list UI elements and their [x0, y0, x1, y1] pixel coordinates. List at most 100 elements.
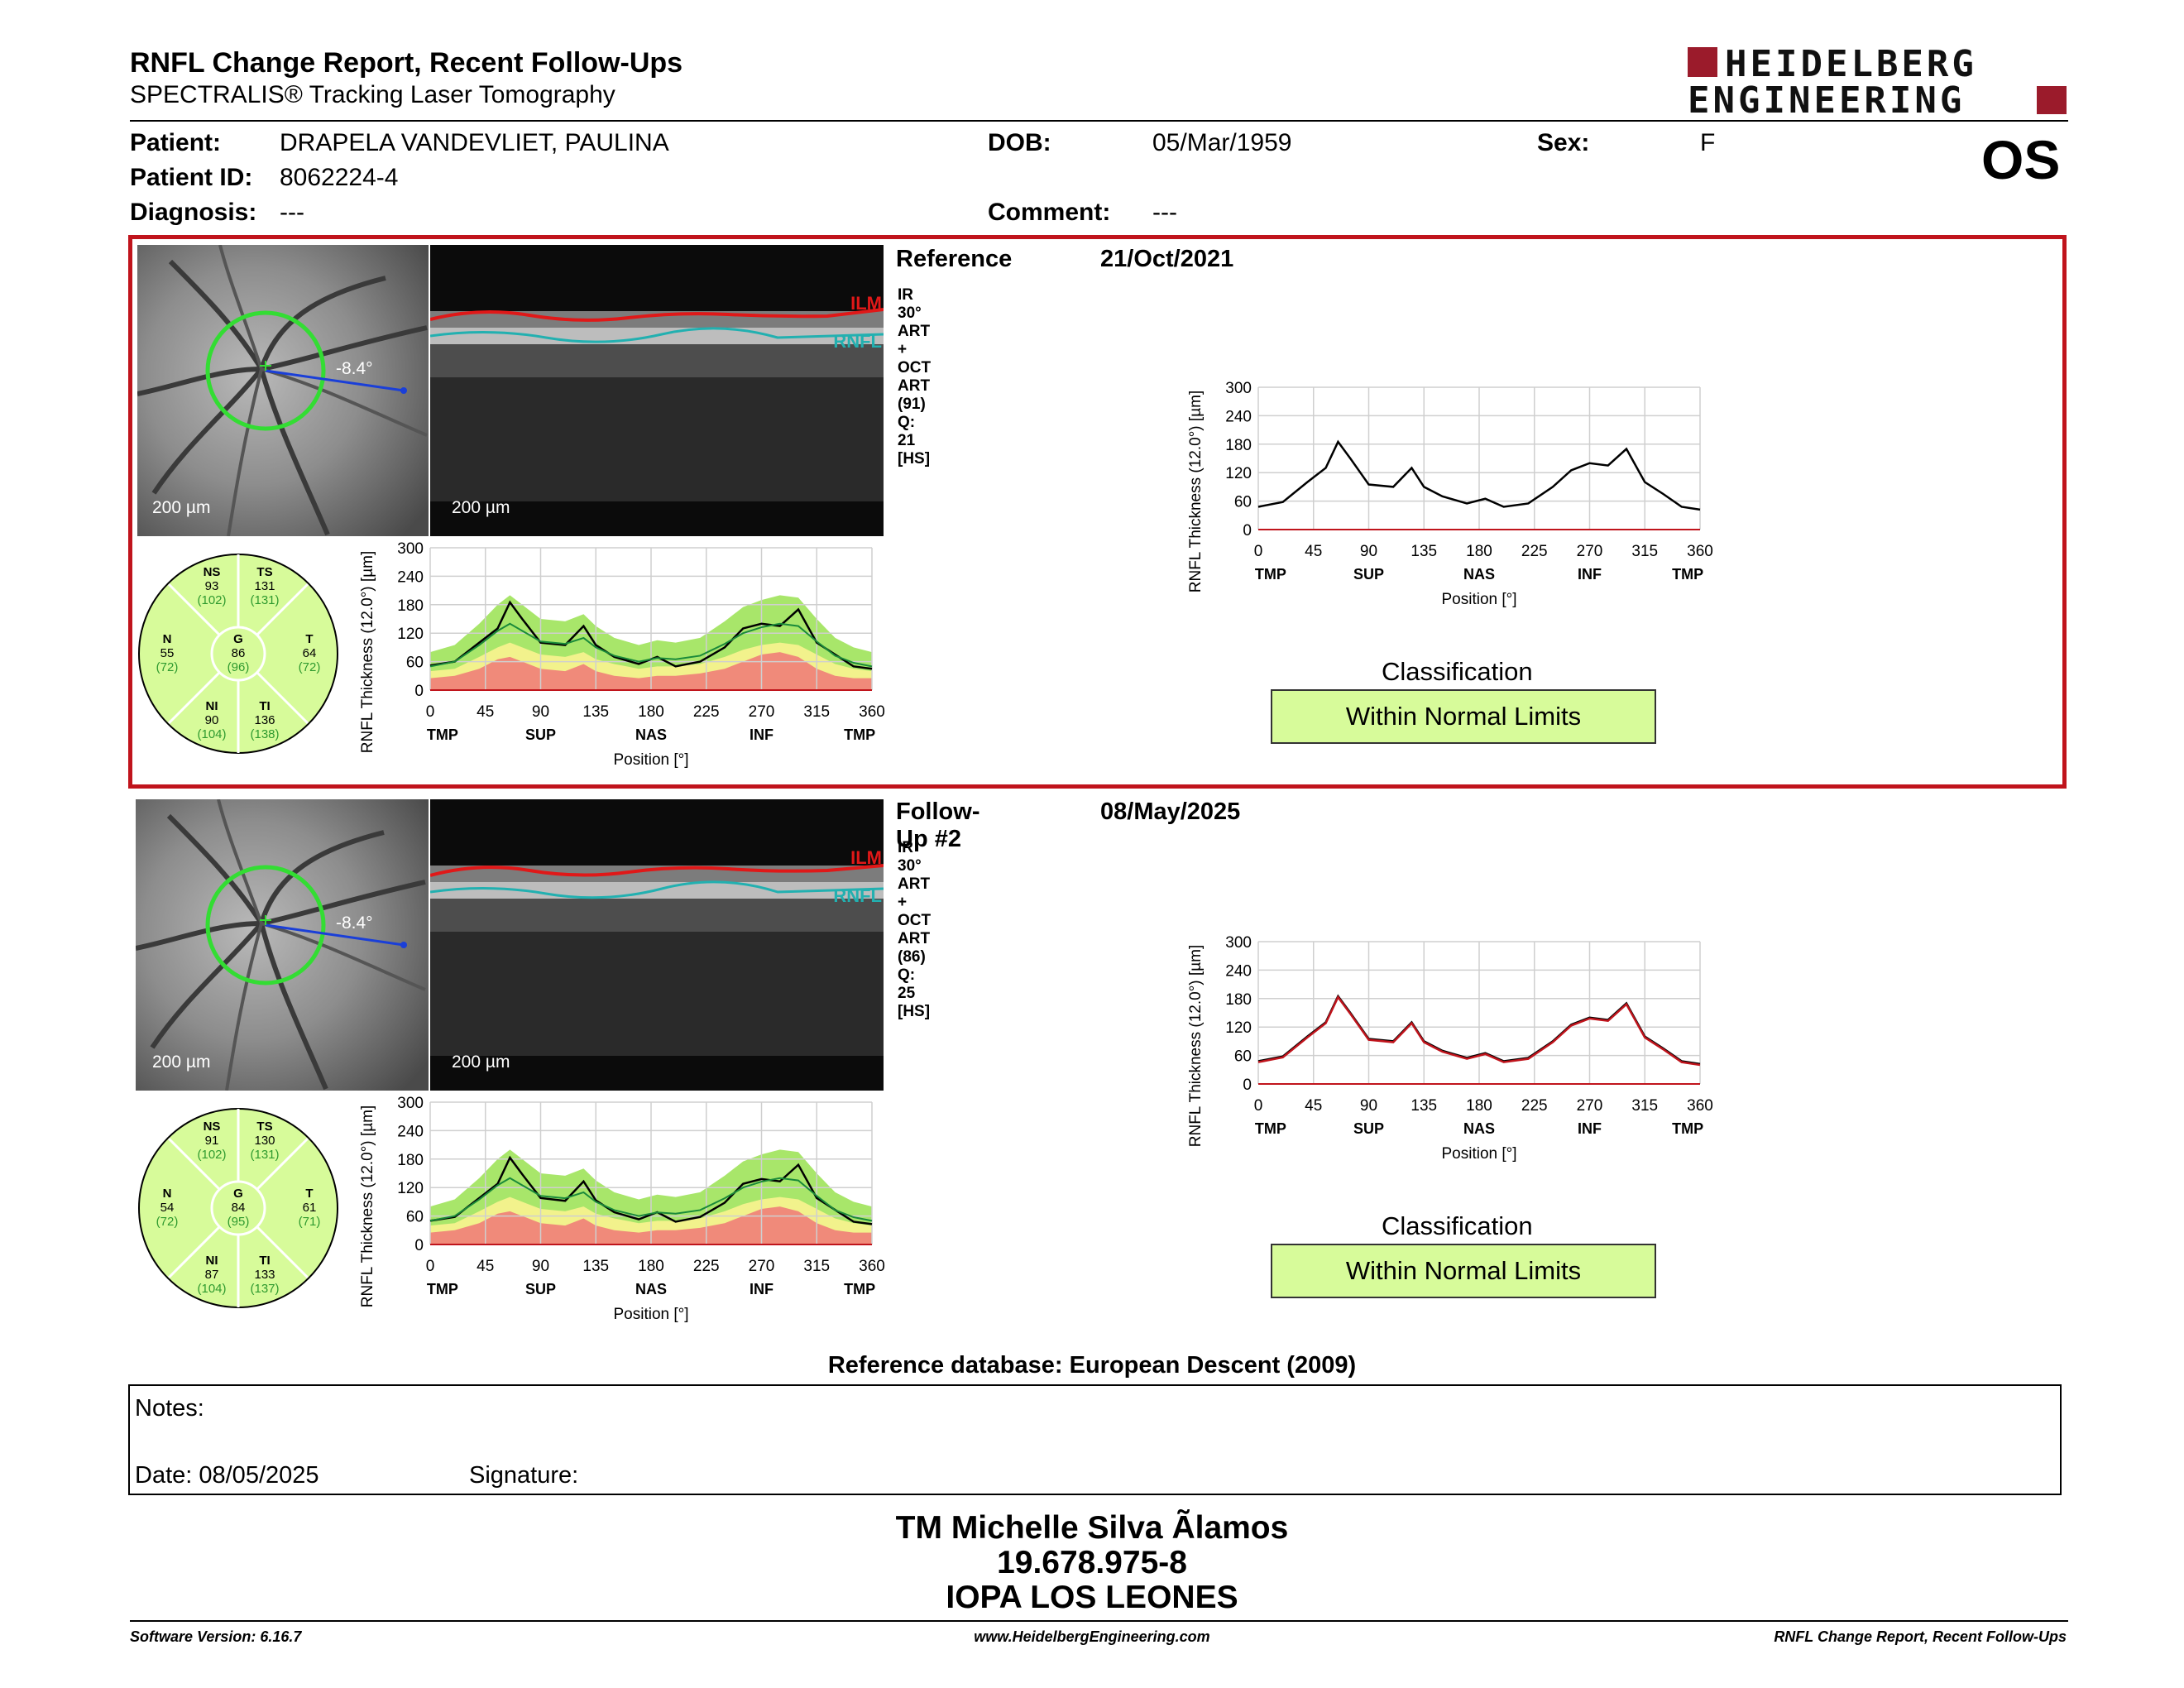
sector-g-value: 86 [231, 646, 246, 660]
rnfl-label: RNFL [833, 331, 882, 352]
x-sector-label: INF [1578, 1120, 1602, 1137]
x-tick-label: 360 [859, 1258, 885, 1275]
y-tick-label: 0 [1243, 522, 1252, 539]
sector-t-value: 64 [302, 646, 317, 660]
y-tick-label: 240 [1225, 962, 1252, 980]
acquisition-info: IR 30° ART + OCT ART (86) Q: 25 [HS] [898, 839, 932, 1020]
dob-label: DOB: [988, 129, 1051, 156]
patient-id: 8062224-4 [280, 164, 399, 191]
y-tick-label: 120 [397, 1180, 424, 1197]
x-sector-label: INF [750, 1281, 774, 1297]
sector-ns: NS 91 (102) [192, 1120, 232, 1162]
x-tick-label: 360 [1687, 543, 1713, 560]
x-sector-label: TMP [1672, 1120, 1703, 1137]
exam-date: 08/May/2025 [1100, 798, 1241, 825]
sector-ti-norm: (137) [250, 1282, 280, 1296]
x-axis-label: Position [°] [613, 751, 688, 769]
x-axis-label: Position [°] [1441, 1145, 1516, 1163]
sector-ns-label: NS [203, 1120, 221, 1134]
y-tick-label: 240 [397, 1123, 424, 1140]
footer-rule [130, 1620, 2068, 1622]
operator-name: TM Michelle Silva Ãlamos [895, 1510, 1289, 1546]
x-tick-label: 135 [1410, 543, 1437, 560]
x-tick-label: 135 [1410, 1097, 1437, 1115]
x-tick-label: 0 [1254, 543, 1263, 560]
report-title: RNFL Change Report, Recent Follow-Ups [130, 47, 683, 79]
sector-ts: TS 130 (131) [245, 1120, 285, 1162]
x-sector-label: INF [1578, 566, 1602, 583]
x-tick-label: 90 [1360, 1097, 1377, 1115]
y-tick-label: 60 [406, 655, 424, 672]
classification-result: Within Normal Limits [1271, 1244, 1656, 1298]
sector-ns-value: 91 [204, 1134, 219, 1148]
x-sector-label: SUP [525, 727, 556, 743]
x-tick-label: 225 [693, 1258, 720, 1275]
sector-t-label: T [305, 632, 314, 646]
website-link[interactable]: www.HeidelbergEngineering.com [974, 1628, 1210, 1645]
oct-bscan-image: ILM RNFL 200 µm [430, 799, 884, 1091]
y-tick-label: 120 [397, 626, 424, 643]
x-tick-label: 270 [1577, 543, 1603, 560]
sector-ni-label: NI [205, 699, 218, 713]
x-tick-label: 360 [1687, 1097, 1713, 1115]
x-tick-label: 135 [582, 703, 609, 721]
fundus-scale-label: 200 µm [152, 498, 211, 517]
reference-database: Reference database: European Descent (20… [827, 1352, 1357, 1379]
x-tick-label: 90 [1360, 543, 1377, 560]
sector-ns-label: NS [203, 565, 221, 579]
sector-t-norm: (72) [298, 660, 321, 674]
sector-ti-norm: (138) [250, 727, 280, 741]
x-tick-label: 45 [477, 1258, 494, 1275]
fundus-image: -8.4° 200 µm [137, 245, 429, 536]
sector-ti-value: 136 [254, 713, 275, 727]
patient-name: DRAPELA VANDEVLIET, PAULINA [280, 129, 669, 156]
sector-ni-norm: (104) [197, 727, 227, 741]
sector-n: N 54 (72) [149, 1187, 185, 1229]
x-tick-label: 270 [749, 1258, 775, 1275]
x-tick-label: 90 [532, 703, 549, 721]
sector-ni-norm: (104) [197, 1282, 227, 1296]
reference-exam-frame [128, 235, 2067, 789]
notes-box[interactable] [128, 1384, 2062, 1495]
rnfl-label: RNFL [833, 885, 882, 906]
y-tick-label: 180 [1225, 991, 1252, 1009]
header-rule [130, 120, 2068, 122]
x-tick-label: 225 [693, 703, 720, 721]
sex-value: F [1700, 129, 1716, 156]
y-tick-label: 60 [1234, 1048, 1252, 1066]
y-tick-label: 240 [397, 568, 424, 586]
sector-g-label: G [233, 1187, 243, 1201]
comment-value: --- [1152, 199, 1177, 226]
followup-normative-plot: 0 60 120 180 240 300 0 45 90 135 180 225 270 315 360 TM… [359, 1095, 885, 1323]
x-tick-label: 360 [859, 703, 885, 721]
sector-ti: TI 133 (137) [245, 1254, 285, 1296]
exam-label: Reference [896, 246, 1013, 272]
operator-id: 19.678.975-8 [997, 1545, 1187, 1580]
sector-ts-label: TS [256, 1120, 273, 1134]
reference-normative-plot: 0 60 120 180 240 300 0 45 90 135 180 225 270 315 360 TM… [359, 540, 885, 769]
y-tick-label: 180 [397, 1152, 424, 1169]
sector-n-value: 55 [160, 646, 175, 660]
x-sector-label: INF [750, 727, 774, 743]
y-tick-label: 300 [1225, 934, 1252, 952]
sector-ts: TS 131 (131) [245, 565, 285, 607]
sector-ns-value: 93 [204, 579, 219, 593]
y-tick-label: 300 [397, 540, 424, 558]
sector-ni-label: NI [205, 1254, 218, 1268]
logo-line-1: HEIDELBERG [1725, 43, 1977, 85]
thickness-line [429, 1155, 873, 1225]
x-tick-label: 180 [638, 703, 664, 721]
x-tick-label: 270 [749, 703, 775, 721]
y-tick-label: 60 [1234, 494, 1252, 511]
x-sector-label: SUP [525, 1281, 556, 1297]
y-tick-label: 60 [406, 1209, 424, 1226]
exam-date: 21/Oct/2021 [1100, 246, 1234, 272]
x-axis-label: Position [°] [1441, 591, 1516, 608]
fundus-image: -8.4° 200 µm [136, 799, 429, 1091]
x-sector-label: TMP [427, 1281, 458, 1297]
operator-institution: IOPA LOS LEONES [946, 1580, 1238, 1615]
sector-wheel [138, 1108, 338, 1308]
x-tick-label: 225 [1521, 1097, 1548, 1115]
x-tick-label: 270 [1577, 1097, 1603, 1115]
sector-ts-label: TS [256, 565, 273, 579]
